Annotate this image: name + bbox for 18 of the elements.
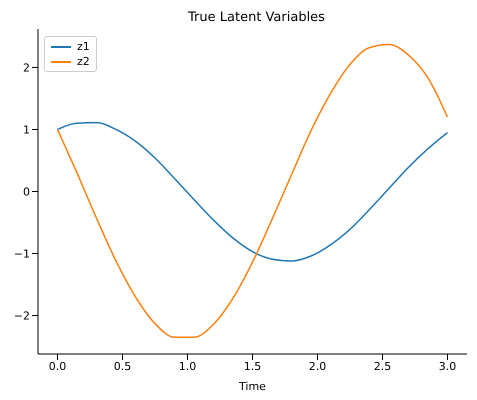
x-axis-title: Time (238, 380, 266, 393)
chart-title: True Latent Variables (187, 9, 326, 27)
x-tick-label: 0.5 (114, 360, 132, 373)
y-tick-label: −2 (14, 309, 30, 322)
y-tick-label: 2 (23, 61, 30, 74)
y-tick-label: 0 (23, 185, 30, 198)
x-tick-label: 2.5 (374, 360, 392, 373)
legend-label: z1 (77, 39, 90, 54)
y-tick-label: −1 (14, 247, 30, 260)
x-tick-label: 1.0 (178, 360, 196, 373)
line-series (56, 44, 448, 338)
legend-label: z2 (77, 54, 90, 69)
line-series (56, 122, 448, 262)
x-tick-label: 1.5 (244, 360, 262, 373)
x-tick-label: 0.0 (48, 360, 66, 373)
x-tick-label: 3.0 (438, 360, 456, 373)
x-tick-label: 2.0 (308, 360, 326, 373)
y-tick-label: 1 (23, 123, 30, 136)
